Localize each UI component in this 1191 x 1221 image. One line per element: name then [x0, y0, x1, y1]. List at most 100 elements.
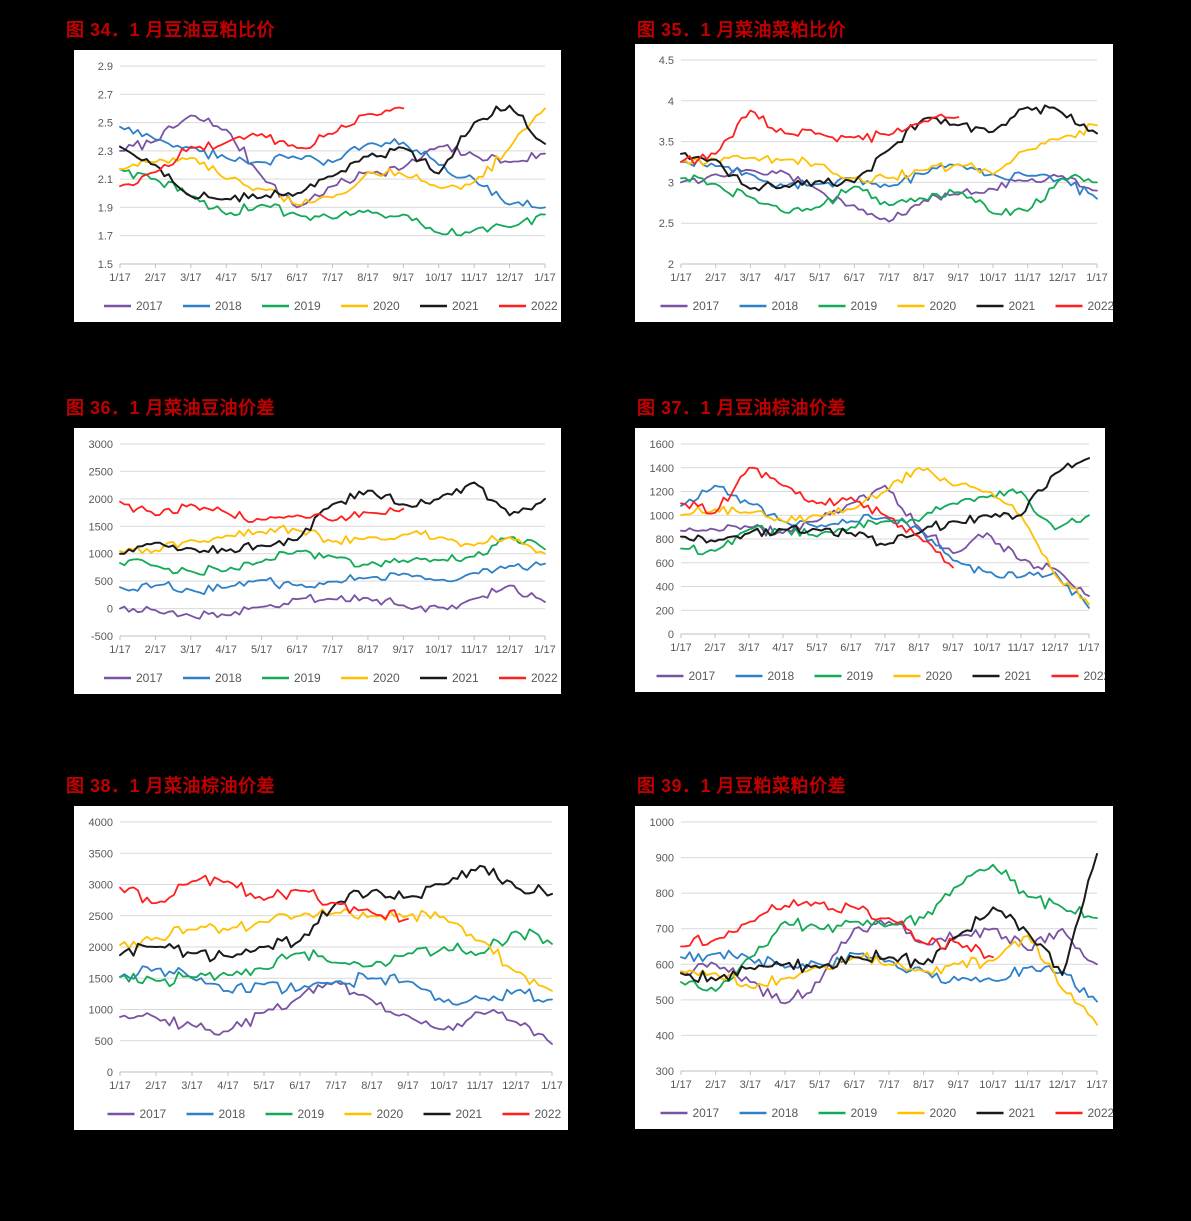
- y-tick-label: 2.5: [659, 218, 674, 230]
- y-tick-label: 500: [95, 1036, 113, 1048]
- legend-label-2022: 2022: [531, 671, 558, 685]
- x-tick-label: 9/17: [393, 272, 414, 284]
- legend-label-2019: 2019: [851, 1106, 878, 1120]
- x-tick-label: 9/17: [397, 1080, 418, 1092]
- series-line-2020: [680, 934, 1098, 1026]
- x-tick-label: 1/17: [109, 1080, 130, 1092]
- x-tick-label: 5/17: [253, 1080, 274, 1092]
- y-tick-label: 600: [656, 558, 674, 570]
- legend-label-2018: 2018: [772, 299, 799, 313]
- series-line-2018: [680, 157, 1098, 200]
- legend-label-2021: 2021: [456, 1107, 483, 1121]
- x-tick-label: 5/17: [251, 644, 272, 656]
- x-tick-label: 3/17: [740, 272, 761, 284]
- y-tick-label: 400: [656, 1030, 674, 1042]
- series-line-2017: [680, 919, 1098, 1005]
- legend-label-2018: 2018: [215, 299, 242, 313]
- x-tick-label: 4/17: [217, 1080, 238, 1092]
- legend-label-2019: 2019: [294, 299, 321, 313]
- legend-label-2022: 2022: [531, 299, 558, 313]
- series-line-2017: [680, 166, 1098, 223]
- x-tick-label: 10/17: [979, 272, 1007, 284]
- legend-label-2017: 2017: [136, 671, 163, 685]
- series-line-2022: [119, 500, 405, 523]
- y-tick-label: 2.1: [98, 174, 113, 186]
- figure-37-chart: 0 200 400 600 800 1000 1200 1400 1600 1/17 2/17 3/1…: [635, 428, 1111, 692]
- x-tick-label: 2/17: [705, 272, 726, 284]
- y-tick-label: 3: [668, 177, 674, 189]
- series-line-2017: [119, 584, 546, 620]
- line-chart-svg: 0 200 400 600 800 1000 1200 1400 1600 1/17 2/17 3/1…: [650, 439, 1111, 683]
- x-tick-label: 1/17: [534, 272, 555, 284]
- y-tick-label: 1.9: [98, 202, 113, 214]
- x-tick-label: 10/17: [979, 1079, 1007, 1091]
- x-tick-label: 6/17: [289, 1080, 310, 1092]
- legend-label-2017: 2017: [140, 1107, 167, 1121]
- x-tick-label: 12/17: [1049, 272, 1077, 284]
- x-tick-label: 9/17: [948, 272, 969, 284]
- y-tick-label: 3.5: [659, 137, 674, 149]
- x-tick-label: 3/17: [181, 1080, 202, 1092]
- x-tick-label: 6/17: [844, 1079, 865, 1091]
- x-tick-label: 1/17: [670, 642, 691, 654]
- legend-label-2021: 2021: [1009, 299, 1036, 313]
- y-tick-label: -500: [91, 631, 113, 643]
- x-tick-label: 8/17: [913, 272, 934, 284]
- series-line-2020: [680, 123, 1098, 184]
- series-line-2021: [119, 104, 546, 203]
- series-line-2022: [680, 109, 960, 165]
- y-tick-label: 1.7: [98, 231, 113, 243]
- y-tick-label: 1000: [650, 510, 674, 522]
- series-line-2017: [119, 980, 553, 1045]
- x-tick-label: 11/17: [461, 272, 488, 284]
- line-chart-svg: 2 2.5 3 3.5 4 4.5 1/17 2/17 3/17 4/17 5/17 6/17 7/17…: [659, 55, 1115, 313]
- x-tick-label: 1/17: [1078, 642, 1099, 654]
- legend-label-2020: 2020: [930, 1106, 957, 1120]
- legend-label-2018: 2018: [772, 1106, 799, 1120]
- y-tick-label: 600: [656, 959, 674, 971]
- x-tick-label: 10/17: [425, 644, 453, 656]
- x-tick-label: 7/17: [874, 642, 895, 654]
- y-tick-label: 3000: [89, 439, 113, 451]
- series-line-2018: [119, 125, 546, 209]
- figure-39-chart: 300 400 500 600 700 800 900 1000 1/17 2/17 3/17 4/1…: [635, 806, 1115, 1129]
- legend-label-2017: 2017: [693, 299, 720, 313]
- x-tick-label: 4/17: [774, 272, 795, 284]
- y-tick-label: 0: [107, 1067, 113, 1079]
- legend-label-2017: 2017: [689, 669, 716, 683]
- x-tick-label: 11/17: [461, 644, 488, 656]
- series-line-2019: [680, 863, 1098, 992]
- y-tick-label: 1500: [89, 521, 113, 533]
- legend-label-2020: 2020: [930, 299, 957, 313]
- x-tick-label: 1/17: [109, 272, 130, 284]
- x-tick-label: 12/17: [502, 1080, 530, 1092]
- legend-label-2021: 2021: [1005, 669, 1032, 683]
- series-line-2017: [680, 484, 1090, 597]
- figure-37-title: 图 37．1 月豆油棕油价差: [637, 398, 847, 418]
- x-tick-label: 8/17: [361, 1080, 382, 1092]
- x-tick-label: 5/17: [809, 272, 830, 284]
- series-line-2017: [119, 114, 546, 209]
- figure-38-chart: 0 500 1000 1500 2000 2500 3000 3500 4000 1/17 2/17…: [74, 806, 568, 1130]
- y-tick-label: 300: [656, 1066, 674, 1078]
- x-tick-label: 4/17: [774, 1079, 795, 1091]
- series-line-2018: [119, 561, 546, 596]
- y-tick-label: 1500: [89, 973, 113, 985]
- x-tick-label: 11/17: [1014, 272, 1041, 284]
- legend-label-2020: 2020: [377, 1107, 404, 1121]
- x-tick-label: 1/17: [534, 644, 555, 656]
- series-line-2019: [680, 488, 1090, 556]
- line-chart-svg: 300 400 500 600 700 800 900 1000 1/17 2/17 3/17 4/1…: [650, 817, 1115, 1120]
- line-chart-svg: 0 500 1000 1500 2000 2500 3000 3500 4000 1/17 2/17…: [89, 817, 563, 1121]
- x-tick-label: 3/17: [738, 642, 759, 654]
- x-tick-label: 2/17: [145, 1080, 166, 1092]
- line-chart-svg: 1.5 1.7 1.9 2.1 2.3 2.5 2.7 2.9 1/17 2/17 3/17 4/17…: [98, 61, 558, 313]
- x-tick-label: 6/17: [286, 272, 307, 284]
- x-tick-label: 12/17: [1041, 642, 1069, 654]
- x-tick-label: 12/17: [1049, 1079, 1077, 1091]
- x-tick-label: 6/17: [286, 644, 307, 656]
- series-line-2022: [119, 874, 409, 923]
- y-tick-label: 700: [656, 924, 674, 936]
- y-tick-label: 800: [656, 534, 674, 546]
